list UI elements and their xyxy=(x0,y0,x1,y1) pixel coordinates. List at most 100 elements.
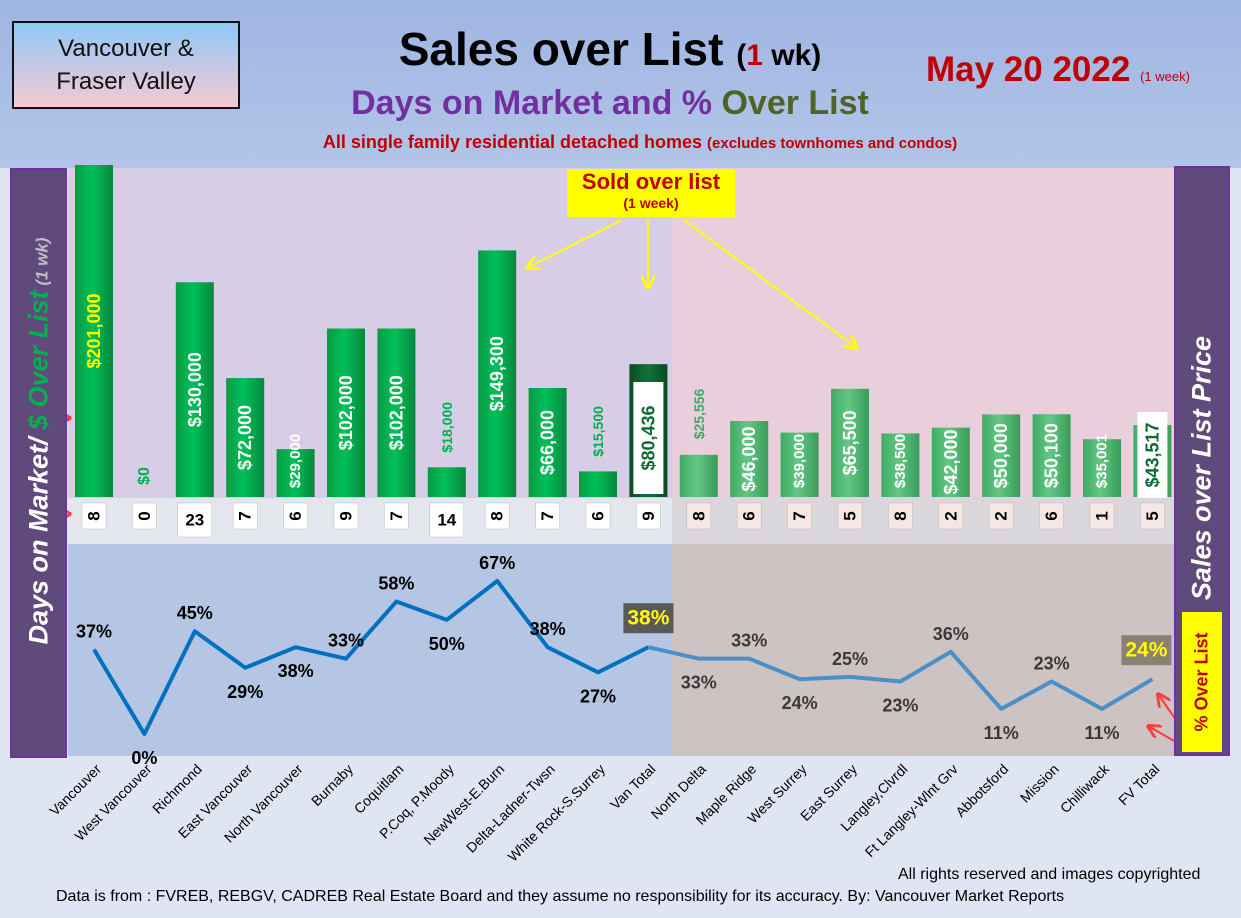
days-label-15: 5 xyxy=(841,511,860,520)
days-box-3 xyxy=(232,502,258,530)
pct-label-6: 58% xyxy=(378,574,414,594)
days-on-market-layer: 8 0 23 7 6 9 7 14 8 7 6 9 8 6 7 5 8 2 2 6 1 5 xyxy=(81,502,1165,538)
pct-line-van xyxy=(92,579,650,736)
report-date: May 20 2022 (1 week) xyxy=(926,50,1190,89)
bar-value-label-15: $65,500 xyxy=(840,410,860,475)
bar-9 xyxy=(528,387,567,497)
days-box-20 xyxy=(1089,502,1115,530)
right-axis-title: Sales over List Price xyxy=(1186,335,1217,601)
callout-arrow-left xyxy=(527,219,623,268)
pct-arrow-up xyxy=(1158,694,1177,721)
days-box-12 xyxy=(686,502,712,530)
bar-value-label-20: $35,001 xyxy=(1094,434,1111,488)
bar-0 xyxy=(75,165,113,497)
x-tick-label-10: White Rock-S.Surrey xyxy=(504,761,608,865)
pct-label-5: 33% xyxy=(328,631,364,651)
x-tick-label-5: Burnaby xyxy=(308,761,356,809)
chart-title: Sales over List (1 wk) xyxy=(300,22,920,76)
days-box-13 xyxy=(736,502,762,530)
pct-label-14: 24% xyxy=(782,693,818,713)
pct-over-list-box xyxy=(1182,612,1222,752)
bar-3 xyxy=(226,378,265,497)
pct-total-box-21 xyxy=(1121,635,1172,666)
pct-line-layer: 37% 0% 45% 29% 38% 33% 58% 50% 67% 38% 27% 38% 33% 33… xyxy=(76,553,1172,768)
bar-4 xyxy=(276,449,315,497)
bar-value-label-17: $42,000 xyxy=(941,429,961,494)
bar-value-label-21: $43,517 xyxy=(1142,422,1162,487)
bar-value-label-13: $46,000 xyxy=(739,426,759,491)
title-week: (1 wk) xyxy=(736,39,822,72)
bar-2 xyxy=(175,282,214,497)
days-label-12: 8 xyxy=(689,511,708,520)
bar-value-label-4: $29,000 xyxy=(287,434,304,488)
days-label-6: 7 xyxy=(387,511,406,520)
days-box-2 xyxy=(177,502,213,538)
days-label-17: 2 xyxy=(941,511,960,520)
pct-label-3: 29% xyxy=(227,682,263,702)
bar-14 xyxy=(780,432,819,497)
pct-label-15: 25% xyxy=(832,649,868,669)
plot-bg-fv-line xyxy=(672,544,1174,756)
days-box-15 xyxy=(837,502,863,530)
sold-over-list-callout: Sold over list (1 week) xyxy=(567,169,735,217)
pct-label-20: 11% xyxy=(1084,723,1119,743)
days-box-21 xyxy=(1140,502,1165,530)
days-box-19 xyxy=(1039,502,1064,530)
days-label-16: 8 xyxy=(891,511,910,520)
days-box-7 xyxy=(429,502,465,538)
bar-value-label-16: $38,500 xyxy=(892,434,909,488)
pct-label-2: 45% xyxy=(177,603,213,623)
plot-bg-van-line xyxy=(68,544,672,756)
bar-8 xyxy=(478,250,517,497)
subtitle-part-b: Over List xyxy=(721,84,869,122)
x-tick-label-21: FV Total xyxy=(1115,761,1162,808)
days-label-21: 5 xyxy=(1143,511,1162,520)
pct-label-1: 0% xyxy=(131,748,157,768)
region-line-2: Fraser Valley xyxy=(56,68,196,95)
bar-value-label-6: $102,000 xyxy=(386,375,406,450)
pct-label-7: 50% xyxy=(429,634,465,654)
days-label-11: 9 xyxy=(639,511,658,520)
days-box-9 xyxy=(535,502,560,530)
left-axis-panel xyxy=(10,168,67,758)
pct-label-4: 38% xyxy=(278,661,314,681)
region-line-1: Vancouver & xyxy=(58,35,194,62)
bar-18 xyxy=(982,414,1021,497)
pct-label-10: 27% xyxy=(580,686,616,706)
pct-label-13: 33% xyxy=(731,631,767,651)
bar-19 xyxy=(1032,414,1071,497)
bar-value-label-8: $149,300 xyxy=(487,336,507,411)
bar-value-label-5: $102,000 xyxy=(336,375,356,450)
pct-label-18: 11% xyxy=(984,723,1019,743)
pct-arrow-down xyxy=(1148,726,1177,743)
bar-value-label-9: $66,000 xyxy=(538,410,558,475)
total-label-bg-21 xyxy=(1137,412,1168,498)
bars-layer: $201,000 $0 $130,000 $72,000 $29,000 $102,000… xyxy=(75,165,1172,498)
bar-15 xyxy=(831,388,869,497)
chart-subtitle: Days on Market and % Over List xyxy=(300,84,920,123)
pct-label-12: 33% xyxy=(681,673,717,693)
days-box-16 xyxy=(888,502,913,530)
bar-10 xyxy=(579,471,617,497)
pct-label-11: 38% xyxy=(627,607,669,630)
x-tick-label-9: Delta-Ladner-Twsn xyxy=(463,761,558,856)
bar-value-label-12: $25,556 xyxy=(691,388,707,439)
days-box-0 xyxy=(81,502,107,530)
days-box-8 xyxy=(484,502,510,530)
days-label-0: 8 xyxy=(85,511,104,520)
pct-total-box-11 xyxy=(623,603,674,634)
pct-label-8: 67% xyxy=(479,553,515,573)
x-tick-label-19: Mission xyxy=(1017,761,1062,806)
callout-arrow-right xyxy=(683,219,857,348)
days-label-9: 7 xyxy=(538,511,557,520)
bar-value-label-1: $0 xyxy=(136,467,153,485)
bar-value-label-14: $39,000 xyxy=(791,434,808,488)
x-tick-label-17: Ft Langley-Wlnt Grv xyxy=(862,761,961,860)
days-box-17 xyxy=(938,502,964,530)
pct-over-list-label: % Over List xyxy=(1191,632,1212,732)
bar-17 xyxy=(931,427,970,497)
subtitle-part-a: Days on Market and % xyxy=(351,84,722,122)
bar-value-label-18: $50,000 xyxy=(991,423,1011,488)
